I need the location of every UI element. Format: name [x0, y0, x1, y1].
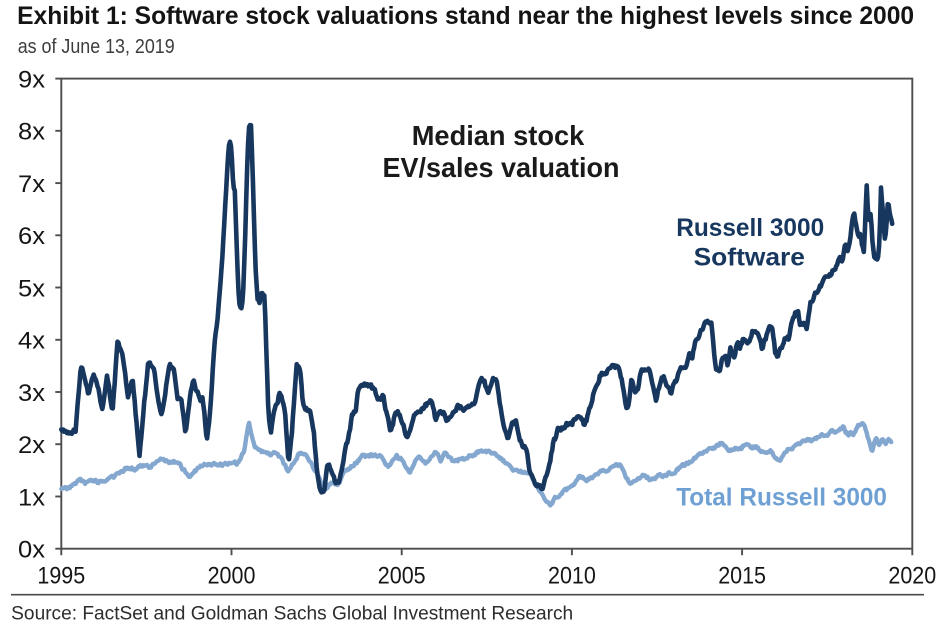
svg-text:2015: 2015	[718, 563, 766, 590]
svg-text:as of June 13, 2019: as of June 13, 2019	[18, 36, 175, 58]
svg-text:Total Russell 3000: Total Russell 3000	[676, 483, 887, 511]
svg-text:Median stock: Median stock	[412, 120, 585, 151]
svg-text:0x: 0x	[18, 537, 45, 564]
svg-text:EV/sales valuation: EV/sales valuation	[383, 152, 620, 183]
svg-text:9x: 9x	[18, 66, 45, 93]
svg-text:4x: 4x	[18, 328, 45, 355]
svg-text:6x: 6x	[18, 223, 45, 250]
svg-text:5x: 5x	[18, 275, 45, 302]
svg-text:2020: 2020	[888, 563, 936, 590]
svg-text:Software: Software	[694, 244, 805, 272]
svg-text:2010: 2010	[548, 563, 596, 590]
svg-text:2005: 2005	[378, 563, 426, 590]
svg-text:3x: 3x	[18, 380, 45, 407]
svg-text:7x: 7x	[18, 171, 45, 198]
svg-text:2000: 2000	[208, 563, 256, 590]
svg-text:1x: 1x	[18, 484, 45, 511]
svg-text:Source: FactSet and Goldman Sa: Source: FactSet and Goldman Sachs Global…	[11, 604, 573, 625]
svg-text:2x: 2x	[18, 432, 45, 459]
svg-text:1995: 1995	[37, 563, 85, 590]
svg-text:Russell 3000: Russell 3000	[676, 214, 824, 242]
svg-text:8x: 8x	[18, 119, 45, 146]
svg-text:Exhibit 1: Software stock valu: Exhibit 1: Software stock valuations sta…	[17, 2, 914, 30]
